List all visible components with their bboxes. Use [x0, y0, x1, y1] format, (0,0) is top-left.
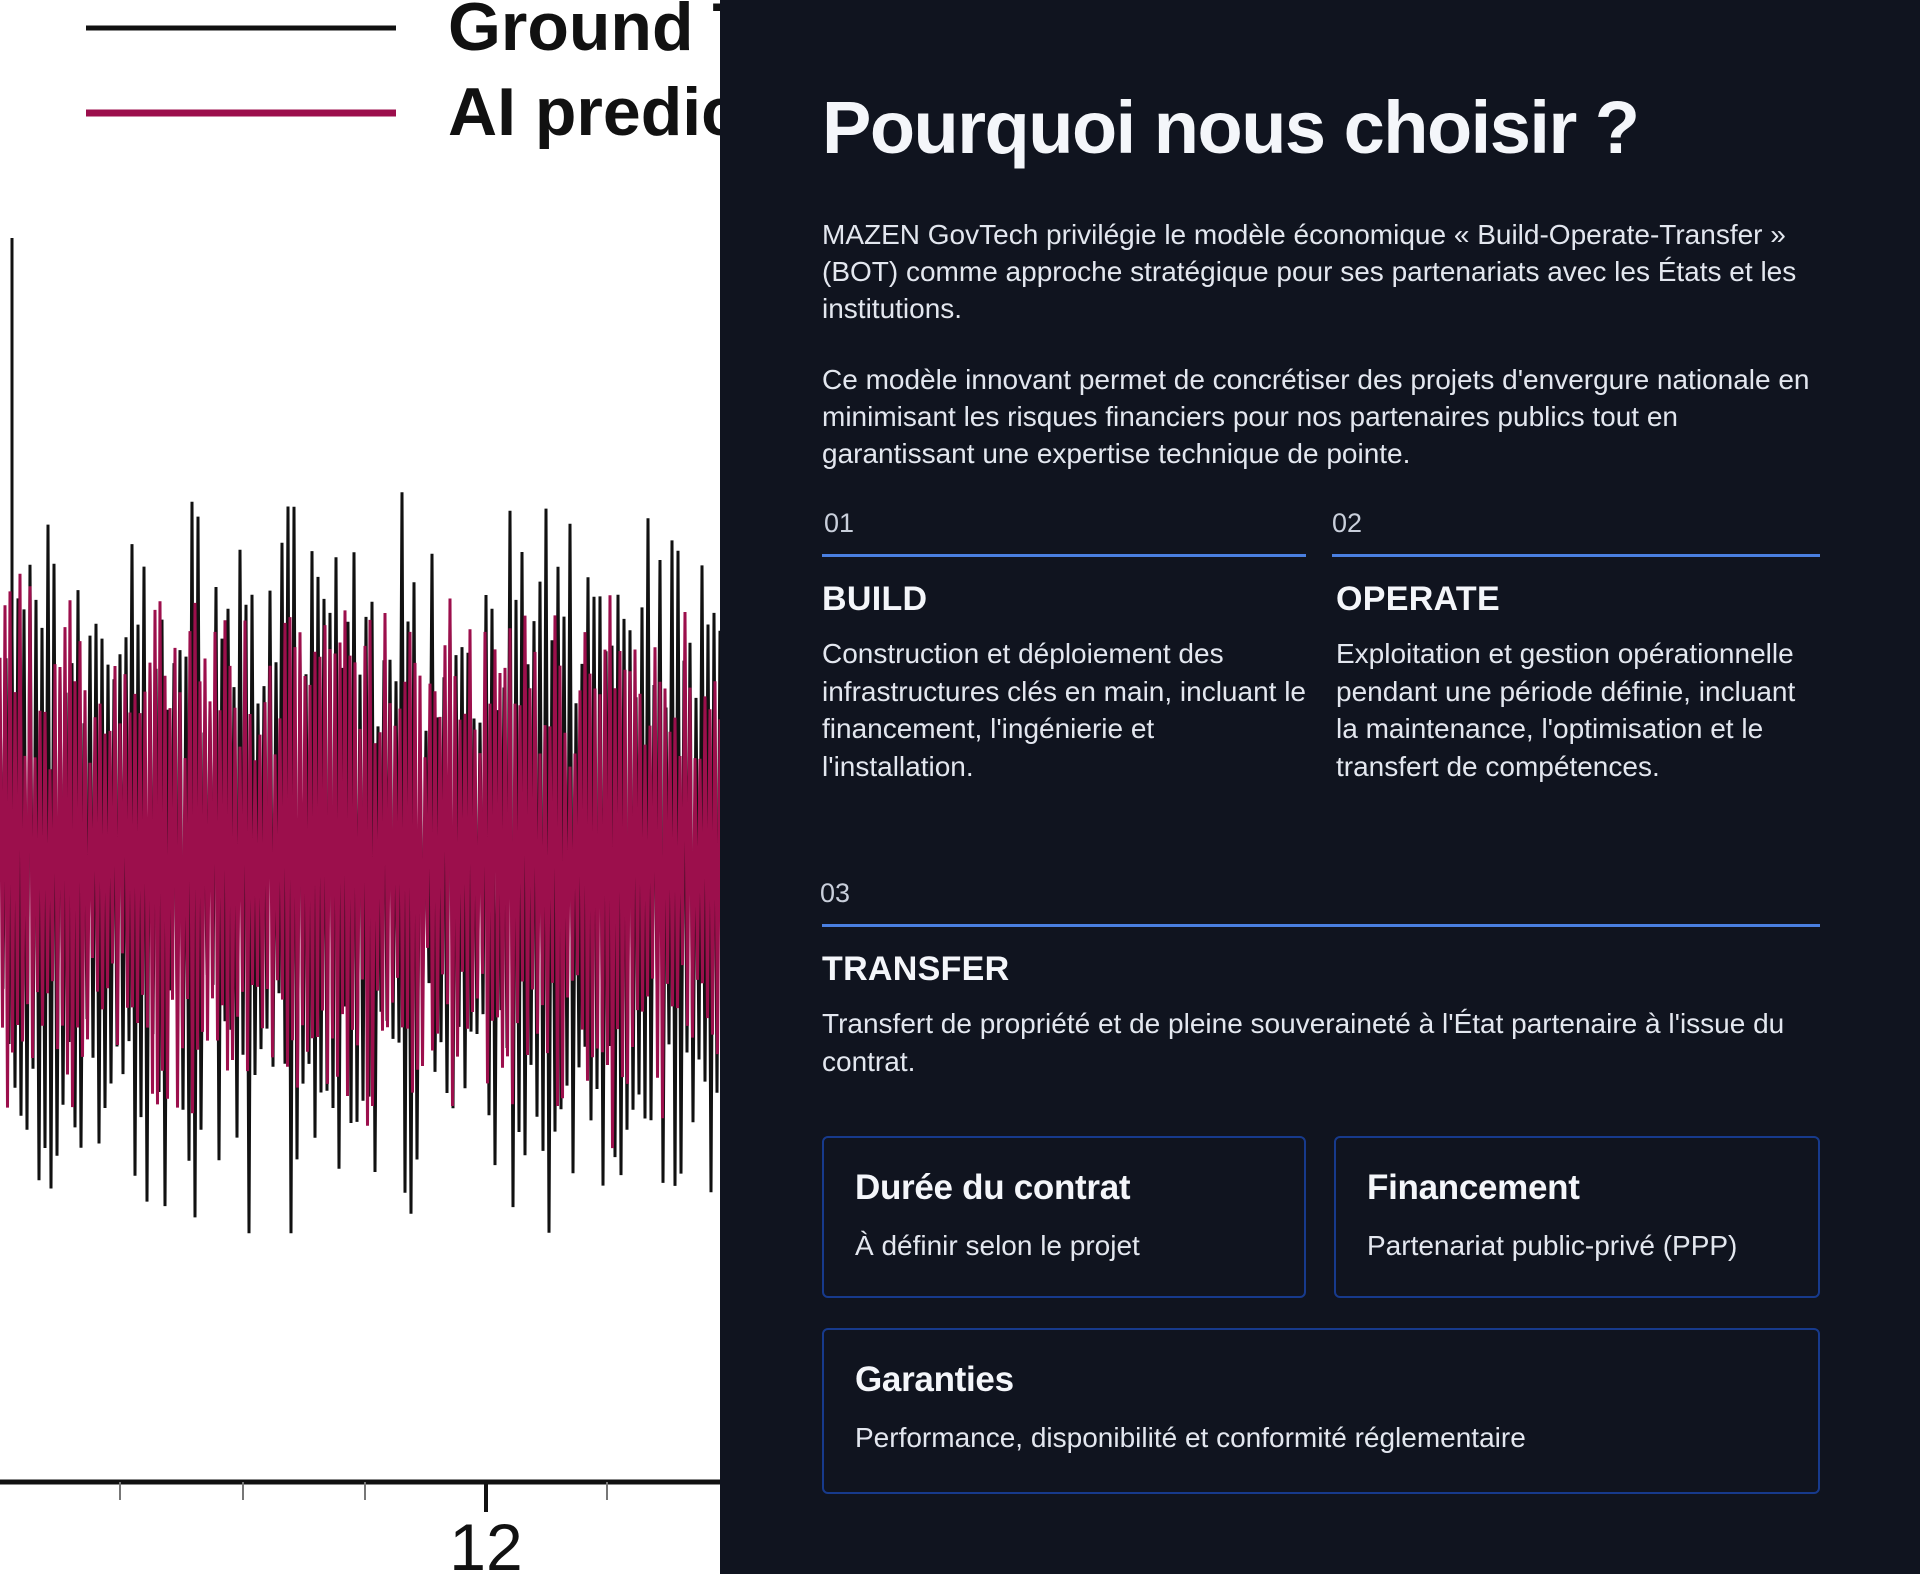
step-divider: [1332, 554, 1820, 557]
waveform-figure: Ground T AI predic 12: [0, 0, 720, 1574]
why-choose-us-section: Pourquoi nous choisir ? MAZEN GovTech pr…: [720, 0, 1920, 1574]
step-divider: [822, 924, 1820, 927]
step-title: TRANSFER: [822, 950, 1010, 988]
intro-paragraph: Ce modèle innovant permet de concrétiser…: [822, 364, 1810, 469]
step-description: Construction et déploiement des infrastr…: [822, 638, 1306, 782]
step-number: 02: [1332, 508, 1363, 538]
info-card-guarantees: Garanties Performance, disponibilité et …: [822, 1328, 1820, 1494]
card-title: Financement: [1367, 1168, 1580, 1207]
step-number: 01: [824, 508, 855, 538]
legend-label-ground-truth: Ground T: [448, 0, 720, 65]
card-value: Performance, disponibilité et conformité…: [855, 1422, 1526, 1453]
x-axis: 12: [0, 1479, 720, 1574]
step-build: 01 BUILD Construction et déploiement des…: [822, 506, 1306, 785]
legend-label-ai-prediction: AI predic: [448, 74, 720, 150]
card-value: Partenariat public-privé (PPP): [1367, 1230, 1738, 1261]
step-operate: 02 OPERATE Exploitation et gestion opéra…: [1332, 506, 1820, 785]
step-title: OPERATE: [1336, 580, 1500, 618]
figure-legend: Ground T AI predic: [86, 0, 720, 150]
card-title: Durée du contrat: [855, 1168, 1131, 1207]
hero-image: Ground T AI predic 12: [0, 0, 720, 1574]
page-title: Pourquoi nous choisir ?: [822, 86, 1640, 169]
step-description: Transfert de propriété et de pleine souv…: [822, 1008, 1785, 1077]
step-title: BUILD: [822, 580, 928, 618]
info-card-financing: Financement Partenariat public-privé (PP…: [1334, 1136, 1820, 1298]
ai-prediction-waveform: [0, 573, 720, 1149]
step-divider: [822, 554, 1306, 557]
x-tick-label: 12: [449, 1510, 522, 1574]
step-number: 03: [820, 878, 851, 908]
intro-paragraph: MAZEN GovTech privilégie le modèle écono…: [822, 219, 1797, 324]
step-description: Exploitation et gestion opérationnelle p…: [1336, 638, 1796, 782]
step-transfer: 03 TRANSFER Transfert de propriété et de…: [820, 876, 1820, 1080]
card-value: À définir selon le projet: [855, 1230, 1140, 1261]
card-title: Garanties: [855, 1360, 1014, 1399]
waveform-trace: [0, 573, 720, 1149]
info-card-contract-duration: Durée du contrat À définir selon le proj…: [822, 1136, 1306, 1298]
